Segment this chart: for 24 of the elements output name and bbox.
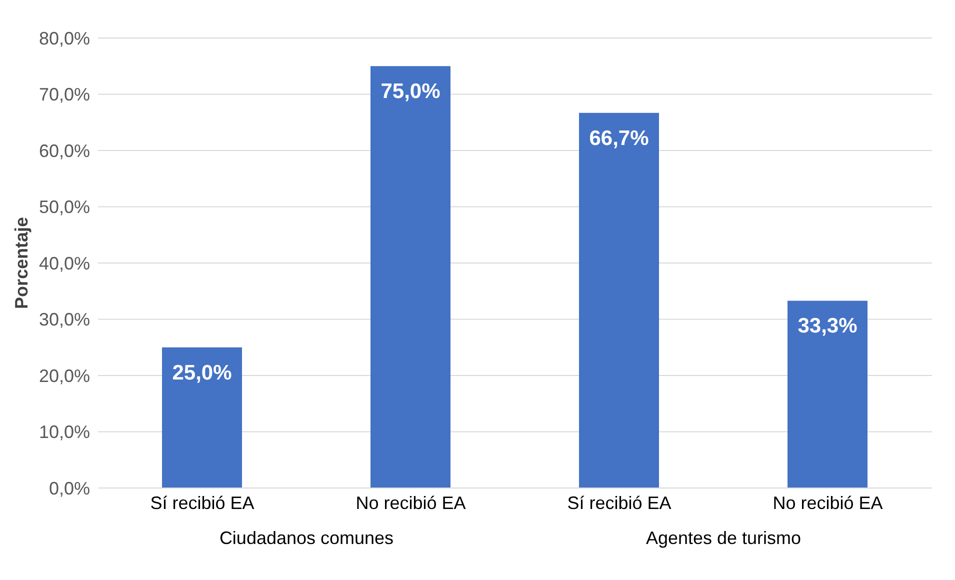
y-tick-label: 30,0% — [38, 310, 90, 330]
data-label: 33,3% — [798, 314, 858, 338]
y-tick-label: 60,0% — [38, 140, 90, 161]
x-tick-label: Sí recibió EA — [150, 492, 254, 513]
y-tick-label: 20,0% — [38, 366, 90, 386]
y-tick-label: 10,0% — [38, 422, 90, 442]
y-tick-label: 40,0% — [38, 253, 90, 274]
y-tick-label: 0,0% — [48, 478, 90, 498]
y-tick-label: 70,0% — [38, 84, 90, 105]
data-label: 25,0% — [172, 361, 232, 384]
y-tick-label: 50,0% — [38, 197, 90, 218]
text: Agentes de turismo — [644, 528, 802, 549]
y-tick-label: 80,0% — [38, 28, 90, 48]
x-tick-label: No recibió EA — [356, 492, 466, 513]
bar — [579, 112, 659, 488]
data-label: 75,0% — [380, 80, 441, 104]
x-tick-label: Sí recibió EA — [567, 492, 672, 513]
y-axis-title: Porcentaje — [11, 216, 32, 310]
x-tick-label: No recibió EA — [772, 492, 883, 513]
bar — [788, 300, 868, 488]
bar — [370, 66, 450, 488]
data-label: 66,7% — [589, 126, 650, 150]
bar — [162, 347, 242, 488]
text: Ciudadanos comunes — [218, 528, 395, 549]
